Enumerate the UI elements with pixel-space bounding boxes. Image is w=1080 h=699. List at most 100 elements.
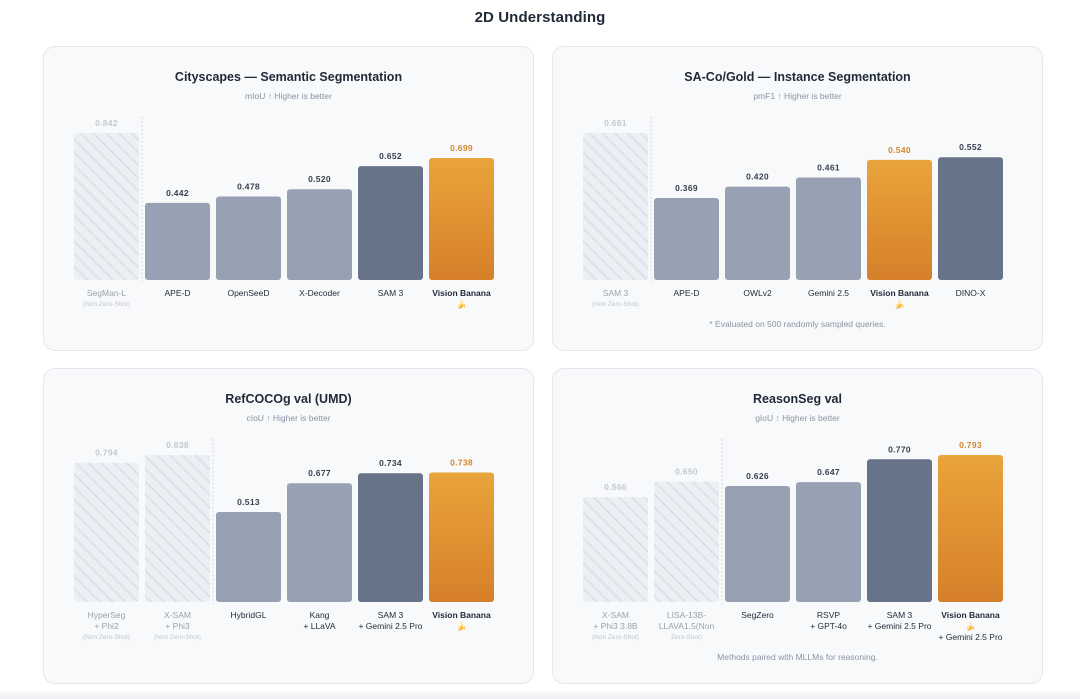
chart-subtitle: cIoU ↑ Higher is better — [246, 413, 331, 423]
category-label: + Phi2 — [94, 621, 119, 631]
category-label: SAM 3 — [378, 610, 404, 620]
category-label: Vision Banana — [870, 288, 929, 298]
chart-footnote: * Evaluated on 500 randomly sampled quer… — [709, 319, 886, 329]
category-label: LISA-13B- — [667, 610, 706, 620]
value-label: 0.734 — [379, 458, 402, 468]
value-label: 0.650 — [675, 467, 698, 477]
category-sublabel: (Non Zero-Shot) — [592, 301, 639, 308]
category-label: OpenSeeD — [227, 288, 269, 298]
bar-owlv2 — [725, 186, 790, 280]
category-label: SAM 3 — [603, 288, 629, 298]
banana-icon: 🍌 — [457, 299, 467, 309]
bar-x-decoder — [287, 189, 352, 280]
chart-title: SA-Co/Gold — Instance Segmentation — [684, 70, 911, 84]
value-label: 0.369 — [675, 183, 698, 193]
category-label: + Gemini 2.5 Pro — [867, 621, 931, 631]
value-label: 0.420 — [746, 172, 769, 182]
category-label: OWLv2 — [743, 288, 772, 298]
category-label: RSVP — [817, 610, 840, 620]
category-label: LLAVA1.5(Non — [659, 621, 715, 631]
category-label: APE-D — [674, 288, 700, 298]
value-label: 0.540 — [888, 145, 911, 155]
refcocog-bar-chart: 0.794 HyperSeg+ Phi2 (Non Zero-Shot) 0.838 X… — [74, 439, 494, 641]
category-sublabel: (Non Zero-Shot) — [83, 634, 130, 641]
chart-title: ReasonSeg val — [753, 392, 842, 406]
category-label: + Gemini 2.5 Pro — [358, 621, 422, 631]
refcocog-chart-card: RefCOCOg val (UMD) cIoU ↑ Higher is bett… — [43, 368, 534, 684]
value-label: 0.478 — [237, 182, 260, 192]
banana-icon: 🍌 — [895, 299, 905, 309]
chart-subtitle: pmF1 ↑ Higher is better — [753, 91, 842, 101]
reasonseg-bar-chart: 0.566 X-SAM+ Phi3 3.8B (Non Zero-Shot) 0.65… — [583, 439, 1003, 642]
value-label: 0.513 — [237, 497, 260, 507]
category-label: Vision Banana — [941, 610, 1000, 620]
value-label: 0.842 — [95, 118, 118, 128]
category-label: HyperSeg — [88, 610, 126, 620]
category-label: DINO-X — [956, 288, 986, 298]
category-label: + Phi3 3.8B — [593, 621, 638, 631]
bar-vision-banana — [429, 472, 494, 602]
bar-segman-l — [74, 133, 139, 280]
sa-co-gold-bar-chart: 0.661 SAM 3 (Non Zero-Shot) 0.369 APE-D 0.420… — [583, 117, 1003, 309]
banana-icon: 🍌 — [457, 621, 467, 631]
value-label: 0.626 — [746, 471, 769, 481]
category-sublabel: (Non Zero-Shot) — [592, 634, 639, 641]
category-label: + Phi3 — [165, 621, 190, 631]
bar-sam-3 — [583, 133, 648, 280]
bar-lisa-13b — [654, 481, 719, 602]
bar-openseed — [216, 196, 281, 280]
value-label: 0.794 — [95, 448, 118, 458]
value-label: 0.699 — [450, 143, 473, 153]
bar-rsvp — [796, 482, 861, 602]
cityscapes-bar-chart: 0.842 SegMan-L (Non Zero-Shot) 0.442 APE-D 0.… — [74, 117, 494, 309]
category-label: X-SAM — [602, 610, 629, 620]
category-sublabel: (Non Zero-Shot) — [83, 301, 130, 308]
bar-x-sam — [583, 497, 648, 602]
category-label: + LLaVA — [303, 621, 336, 631]
chart-subtitle: gIoU ↑ Higher is better — [755, 413, 840, 423]
category-label: Kang — [310, 610, 330, 620]
chart-title: Cityscapes — Semantic Segmentation — [174, 70, 403, 84]
bar-kang — [287, 483, 352, 602]
category-sublabel: (Non Zero-Shot) — [154, 634, 201, 641]
category-label: SAM 3 — [887, 610, 913, 620]
value-label: 0.652 — [379, 151, 402, 161]
category-label: SAM 3 — [378, 288, 404, 298]
value-label: 0.461 — [817, 162, 840, 172]
bottom-fade — [0, 690, 1080, 699]
category-label: Gemini 2.5 — [808, 288, 849, 298]
value-label: 0.770 — [888, 444, 911, 454]
category-label: Vision Banana — [432, 288, 491, 298]
bar-dino-x — [938, 157, 1003, 280]
value-label: 0.661 — [604, 118, 627, 128]
bar-x-sam — [145, 455, 210, 602]
value-label: 0.647 — [817, 467, 840, 477]
bar-hybridgl — [216, 512, 281, 602]
bar-vision-banana — [867, 159, 932, 280]
bar-segzero — [725, 485, 790, 602]
bar-vision-banana — [429, 157, 494, 280]
bar-gemini-2-5 — [796, 177, 861, 280]
reasonseg-chart-card: ReasonSeg val gIoU ↑ Higher is better 0.… — [552, 368, 1043, 684]
bar-ape-d — [145, 202, 210, 280]
category-label: APE-D — [165, 288, 191, 298]
cityscapes-chart-card: Cityscapes — Semantic Segmentation mIoU … — [43, 46, 534, 351]
value-label: 0.677 — [308, 468, 331, 478]
page-title: 2D Understanding — [474, 9, 606, 26]
bar-ape-d — [654, 197, 719, 280]
category-label: HybridGL — [231, 610, 267, 620]
value-label: 0.793 — [959, 440, 982, 450]
bar-vision-banana — [938, 455, 1003, 602]
category-label: SegZero — [741, 610, 774, 620]
bar-sam-3 — [358, 166, 423, 280]
value-label: 0.838 — [166, 440, 189, 450]
bar-hyperseg — [74, 462, 139, 602]
value-label: 0.552 — [959, 142, 982, 152]
chart-title: RefCOCOg val (UMD) — [225, 392, 352, 406]
category-label: + GPT-4o — [810, 621, 847, 631]
value-label: 0.738 — [450, 458, 473, 468]
banana-icon: 🍌 — [966, 621, 976, 631]
value-label: 0.520 — [308, 174, 331, 184]
category-label: X-Decoder — [299, 288, 340, 298]
chart-subtitle: mIoU ↑ Higher is better — [245, 91, 332, 101]
